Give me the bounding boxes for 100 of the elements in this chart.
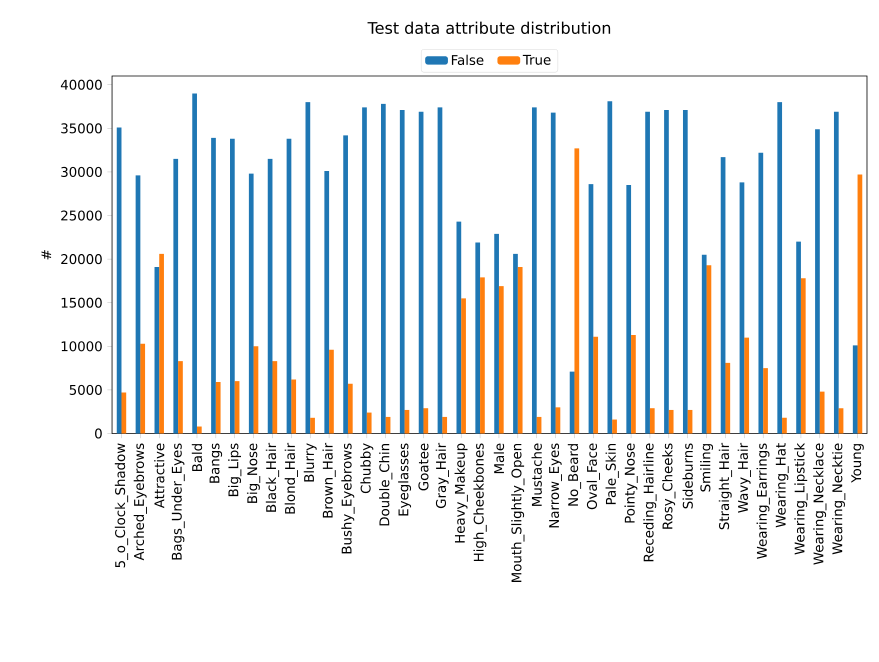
x-tick-label: Attractive <box>154 444 164 508</box>
x-tick-label: Goatee <box>418 444 429 491</box>
x-tick-label: Wavy_Hair <box>738 443 751 513</box>
bar <box>820 392 825 434</box>
x-tick-label: Wearing_Hat <box>775 443 789 528</box>
bar <box>800 278 806 434</box>
x-tick-label: Wearing_Earrings <box>756 444 770 560</box>
bar <box>834 112 839 434</box>
bar <box>725 363 730 434</box>
bar <box>626 185 632 434</box>
x-tick-label: Bald <box>192 444 202 472</box>
x-tick-label: Straight_Hair <box>718 443 732 530</box>
y-tick-label: 15000 <box>62 298 102 308</box>
bar <box>550 112 556 434</box>
bar <box>306 102 310 434</box>
x-tick-label: Pointy_Nose <box>624 444 638 523</box>
bar <box>758 152 764 434</box>
bar <box>324 171 330 434</box>
bar <box>720 157 726 434</box>
x-tick-label: Brown_Hair <box>322 443 336 518</box>
bar <box>815 129 820 434</box>
chart-title: Test data attribute distribution <box>368 22 610 34</box>
y-axis-title: # <box>41 250 52 260</box>
x-tick-label: Double_Chin <box>379 444 392 526</box>
bar <box>763 368 768 434</box>
legend-label: False <box>452 54 484 66</box>
bar <box>329 350 334 434</box>
x-tick-label: Black_Hair <box>266 443 280 512</box>
bar <box>159 254 164 434</box>
bar <box>588 184 594 434</box>
x-tick-label: Blurry <box>304 443 317 482</box>
bar <box>211 138 216 434</box>
x-tick-label: Wearing_Lipstick <box>794 443 808 555</box>
bar <box>404 410 410 434</box>
y-tick-label: 25000 <box>61 210 102 221</box>
bar <box>740 182 744 434</box>
bar <box>400 110 405 434</box>
bar <box>838 408 844 434</box>
bar <box>196 426 202 434</box>
bar <box>310 418 315 434</box>
bar <box>438 108 442 434</box>
bar <box>518 267 523 434</box>
bar <box>494 234 499 434</box>
x-tick-label: Bangs <box>210 444 222 483</box>
bar <box>593 336 598 434</box>
x-tick-label: 5_o_Clock_Shadow <box>114 444 128 568</box>
bar <box>782 418 787 434</box>
bar <box>702 254 707 434</box>
x-tick-label: Wearing_Necklace <box>813 444 826 565</box>
x-tick-label: Chubby <box>360 443 374 494</box>
legend-label: True <box>522 55 551 66</box>
bar <box>386 417 390 434</box>
x-tick-label: Eyeglasses <box>398 444 412 516</box>
bar <box>178 361 183 434</box>
x-tick-label: Heavy_Makeup <box>454 444 468 543</box>
bar <box>852 346 858 434</box>
bar <box>136 176 140 434</box>
bar <box>650 408 655 434</box>
bar <box>570 372 574 434</box>
bar <box>192 94 197 434</box>
bar <box>423 408 428 434</box>
x-tick-label: Gray_Hair <box>436 443 449 508</box>
y-tick-label: 20000 <box>61 254 102 264</box>
x-tick-label: High_Cheekbones <box>473 444 487 562</box>
x-tick-label: Mouth_Slightly_Open <box>511 444 524 582</box>
y-tick-label: 0 <box>95 428 102 439</box>
bar <box>380 104 386 434</box>
x-tick-label: Mustache <box>532 444 542 506</box>
bar <box>366 412 372 434</box>
bar <box>140 344 146 434</box>
bar <box>234 381 240 434</box>
bar <box>348 384 353 434</box>
x-tick-label: Wearing_Necktie <box>832 444 846 555</box>
bar <box>254 346 258 434</box>
bar <box>631 335 636 434</box>
bar <box>532 108 537 434</box>
bar <box>418 112 424 434</box>
bar <box>744 338 750 434</box>
bar <box>116 128 122 434</box>
bar <box>230 139 235 434</box>
x-tick-label: Smiling <box>700 444 714 492</box>
x-tick-label: Male <box>494 444 504 474</box>
bar <box>442 417 448 434</box>
bar <box>362 108 367 434</box>
x-tick-label: Bushy_Eyebrows <box>341 444 355 554</box>
x-tick-label: Rosy_Cheeks <box>662 444 676 529</box>
x-tick-label: Big_Lips <box>228 444 242 496</box>
bar <box>272 361 278 434</box>
x-tick-label: Pale_Skin <box>606 444 619 504</box>
y-tick-label: 30000 <box>61 167 102 178</box>
bar <box>480 278 485 434</box>
bar <box>682 110 688 434</box>
bar <box>154 267 160 434</box>
bar <box>688 410 692 434</box>
bar <box>556 408 560 434</box>
bar <box>216 382 221 434</box>
bar <box>173 159 178 434</box>
bar <box>343 136 348 434</box>
bar <box>456 222 462 434</box>
y-tick-label: 40000 <box>60 80 102 90</box>
